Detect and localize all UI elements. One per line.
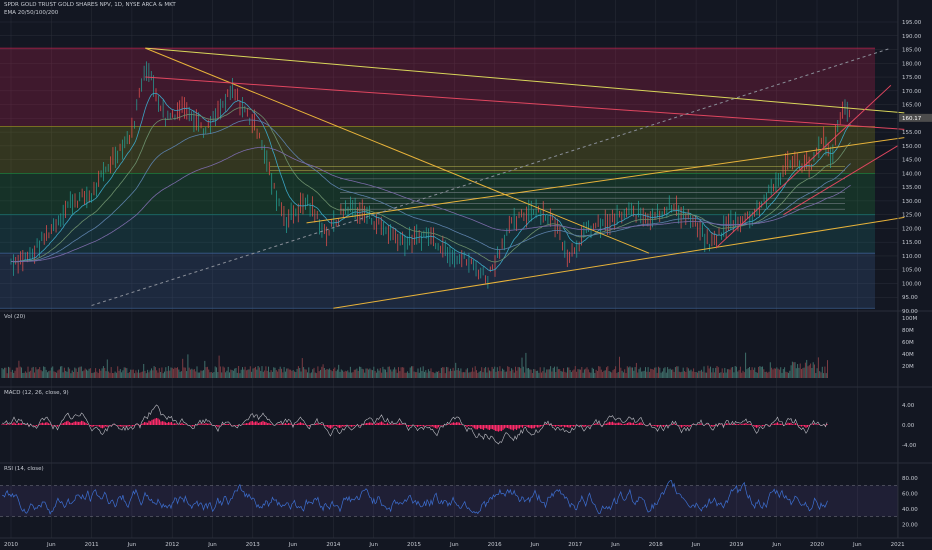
time-tick-label: Jun xyxy=(449,542,459,548)
rsi-tick-label: 40.00 xyxy=(902,507,918,513)
time-tick-label: 2017 xyxy=(568,542,582,548)
time-tick-label: Jun xyxy=(127,542,137,548)
price-series xyxy=(10,61,851,289)
price-tick-label: 185.00 xyxy=(902,48,922,54)
price-tick-label: 120.00 xyxy=(902,226,922,232)
rsi-line xyxy=(1,480,828,515)
time-tick-label: Jun xyxy=(368,542,378,548)
price-tick-label: 165.00 xyxy=(902,103,922,109)
price-tick-label: 115.00 xyxy=(902,240,922,246)
rsi-tick-label: 20.00 xyxy=(902,522,918,528)
price-tick-label: 155.00 xyxy=(902,130,922,136)
trendline xyxy=(783,145,898,216)
fib-zone xyxy=(0,126,875,174)
time-tick-label: Jun xyxy=(207,542,217,548)
macd-pane xyxy=(1,404,828,445)
trendline xyxy=(145,47,905,114)
time-tick-label: Jun xyxy=(610,542,620,548)
fib-zone xyxy=(0,253,875,309)
volume-tick-label: 80M xyxy=(902,328,914,334)
rsi-tick-label: 60.00 xyxy=(902,491,918,497)
ema-line xyxy=(10,107,851,263)
time-tick-label: 2020 xyxy=(810,542,824,548)
time-tick-label: Jun xyxy=(530,542,540,548)
volume-pane xyxy=(1,352,828,378)
trendline xyxy=(333,216,905,309)
time-tick-label: 2015 xyxy=(407,542,421,548)
price-tick-label: 170.00 xyxy=(902,89,922,95)
time-tick-label: 2014 xyxy=(326,542,340,548)
ema-line xyxy=(10,119,851,262)
trendlines xyxy=(91,47,905,309)
time-tick-label: 2019 xyxy=(729,542,743,548)
price-tick-label: 195.00 xyxy=(902,20,922,26)
price-tick-label: 110.00 xyxy=(902,254,922,260)
price-tick-label: 180.00 xyxy=(902,61,922,67)
macd-tick-label: -4.00 xyxy=(902,443,917,449)
trendline xyxy=(306,137,905,224)
time-tick-label: 2012 xyxy=(165,542,179,548)
fib-zone xyxy=(0,48,875,127)
ema-legend: EMA 20/50/100/200 xyxy=(4,10,59,16)
price-tick-label: 175.00 xyxy=(902,75,922,81)
price-tick-label: 100.00 xyxy=(902,281,922,287)
time-tick-label: Jun xyxy=(288,542,298,548)
rsi-tick-label: 80.00 xyxy=(902,476,918,482)
ema-line xyxy=(10,92,851,272)
time-tick-label: Jun xyxy=(46,542,56,548)
trendline xyxy=(145,47,650,254)
rsi-pane xyxy=(0,480,898,517)
trendline xyxy=(91,47,892,306)
price-tick-label: 130.00 xyxy=(902,199,922,205)
time-tick-label: 2021 xyxy=(891,542,905,548)
main-title: SPDR GOLD TRUST GOLD SHARES NPV, 1D, NYS… xyxy=(4,2,176,8)
horizontal-levels xyxy=(270,166,845,210)
macd-tick-label: 0.00 xyxy=(902,423,915,429)
price-tick-label: 140.00 xyxy=(902,171,922,177)
time-tick-label: 2011 xyxy=(85,542,99,548)
macd-line xyxy=(1,404,828,445)
price-tick-label: 95.00 xyxy=(902,295,918,301)
time-tick-label: Jun xyxy=(691,542,701,548)
rsi-band xyxy=(0,485,898,517)
price-tick-label: 135.00 xyxy=(902,185,922,191)
time-tick-label: 2010 xyxy=(4,542,18,548)
fib-zones xyxy=(0,47,875,309)
price-tick-label: 190.00 xyxy=(902,34,922,40)
volume-tick-label: 60M xyxy=(902,340,914,346)
trendline xyxy=(715,84,892,249)
last-price-tag xyxy=(899,113,932,122)
last-price-label: 160.17 xyxy=(902,116,922,122)
volume-tick-label: 100M xyxy=(902,316,917,322)
price-tick-label: 90.00 xyxy=(902,309,918,315)
macd-legend: MACD (12, 26, close, 9) xyxy=(4,390,69,396)
price-tick-label: 125.00 xyxy=(902,213,922,219)
volume-legend: Vol (20) xyxy=(4,314,26,320)
time-tick-label: 2018 xyxy=(649,542,663,548)
price-tick-label: 145.00 xyxy=(902,158,922,164)
rsi-legend: RSI (14, close) xyxy=(4,466,44,472)
time-tick-label: 2016 xyxy=(488,542,502,548)
macd-tick-label: 4.00 xyxy=(902,403,915,409)
time-tick-label: Jun xyxy=(771,542,781,548)
volume-tick-label: 20M xyxy=(902,364,914,370)
fib-zone xyxy=(0,214,875,254)
fib-zone xyxy=(0,173,875,215)
trendline xyxy=(145,76,905,130)
time-tick-label: 2013 xyxy=(246,542,260,548)
price-tick-label: 150.00 xyxy=(902,144,922,150)
time-tick-label: Jun xyxy=(852,542,862,548)
price-tick-label: 105.00 xyxy=(902,268,922,274)
volume-tick-label: 40M xyxy=(902,352,914,358)
